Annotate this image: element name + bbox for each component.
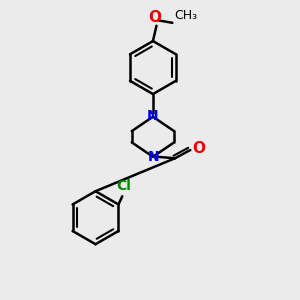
- Text: CH₃: CH₃: [175, 9, 198, 22]
- Text: Cl: Cl: [116, 179, 131, 193]
- Text: N: N: [147, 110, 159, 123]
- Text: O: O: [192, 141, 205, 156]
- Text: O: O: [148, 10, 161, 25]
- Text: N: N: [147, 150, 159, 164]
